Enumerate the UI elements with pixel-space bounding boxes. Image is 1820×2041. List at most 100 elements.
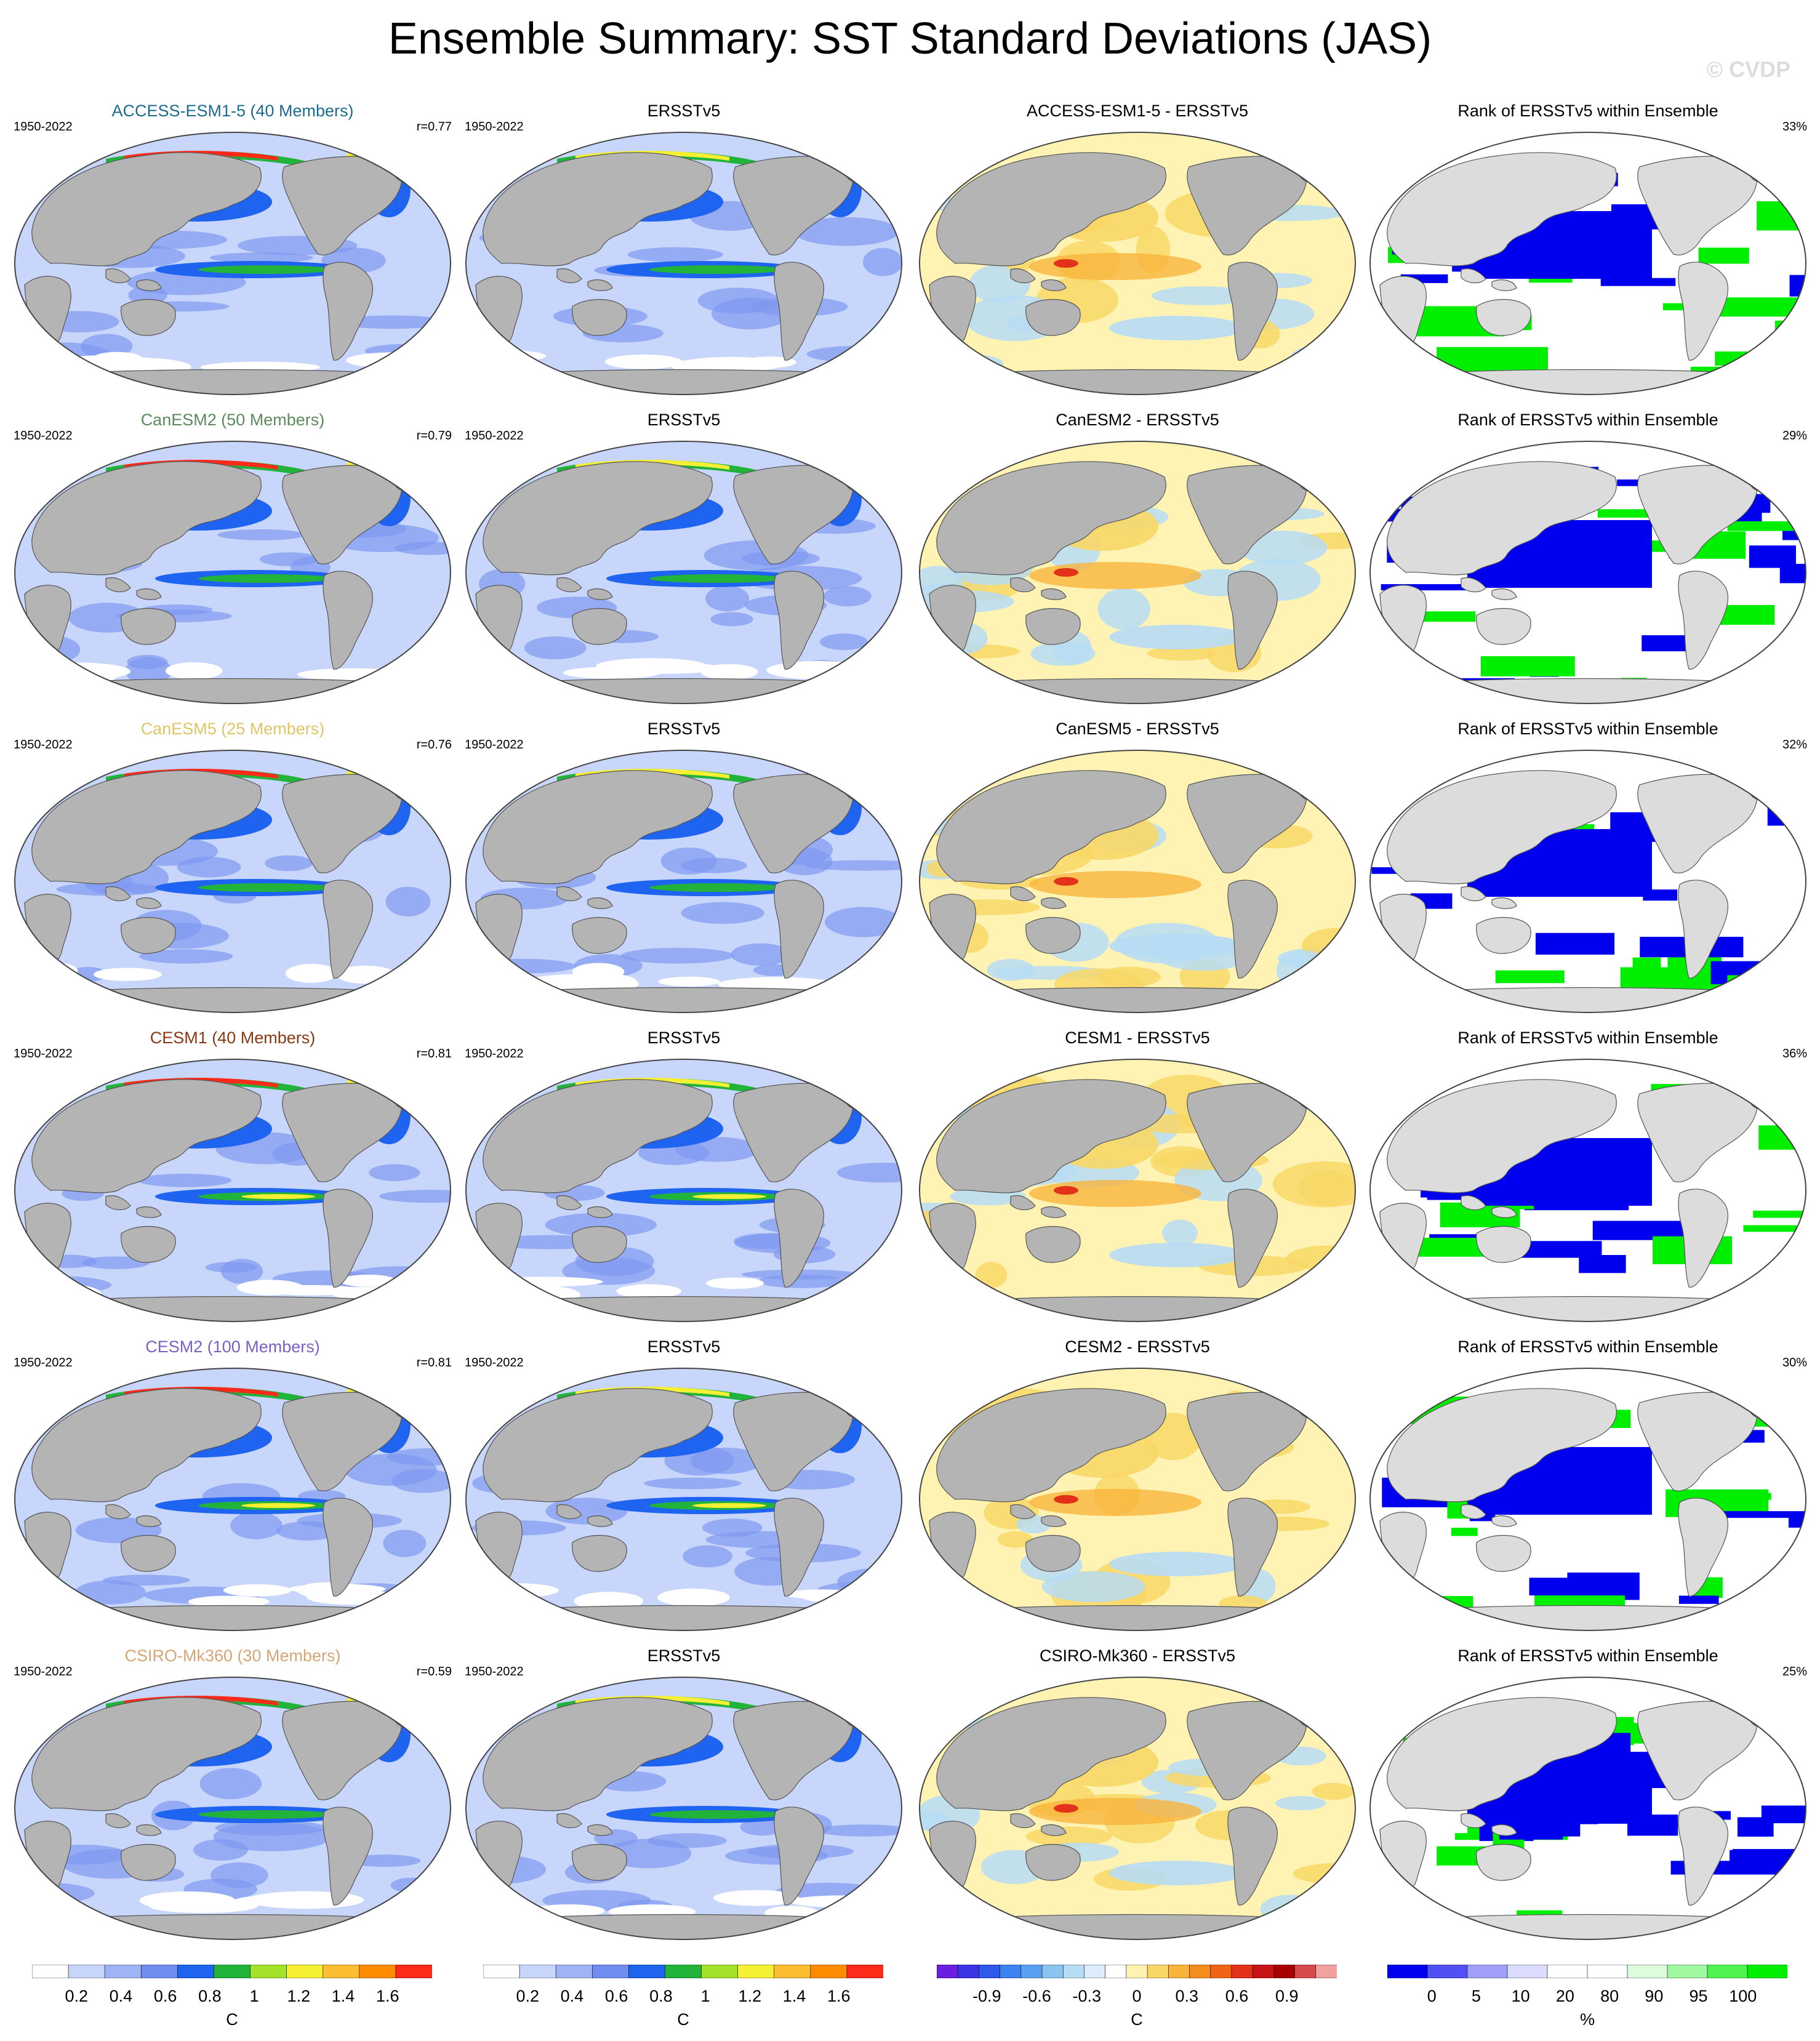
colorbar-unit-label: % bbox=[1579, 2010, 1595, 2029]
colorbar-swatch bbox=[359, 1965, 396, 1978]
panel-rank-row-4: Rank of ERSSTv5 within Ensemble 36% bbox=[1369, 1029, 1807, 1324]
map-obs bbox=[465, 1368, 902, 1631]
colorbar-tick-label: 1.4 bbox=[331, 1987, 355, 2005]
colorbar-swatch bbox=[1315, 1965, 1337, 1978]
rank-percent-label: 29% bbox=[1782, 429, 1807, 443]
colorbar-tick-label: 20 bbox=[1555, 1987, 1574, 2005]
panel-obs-row-5: ERSSTv5 1950-2022 bbox=[465, 1337, 903, 1633]
colorbar-swatch bbox=[177, 1965, 215, 1978]
colorbar-swatch bbox=[1041, 1965, 1064, 1978]
panel-obs-row-1: ERSSTv5 1950-2022 bbox=[465, 102, 903, 397]
colorbar-tick-label: 0.2 bbox=[65, 1987, 88, 2005]
panel-obs-row-6: ERSSTv5 1950-2022 bbox=[465, 1646, 903, 1942]
colorbar-swatch bbox=[1000, 1965, 1022, 1978]
colorbar-tick-label: 1 bbox=[700, 1987, 710, 2005]
map-rank bbox=[1369, 1368, 1806, 1631]
map-diff bbox=[919, 1059, 1356, 1322]
panel-title-obs: ERSSTv5 bbox=[647, 102, 721, 120]
colorbar-swatch bbox=[1189, 1965, 1211, 1978]
colorbar-swatch bbox=[1168, 1965, 1190, 1978]
colorbar-swatch bbox=[1147, 1965, 1169, 1978]
colorbar-swatch bbox=[846, 1965, 883, 1978]
colorbar-tick-label: 10 bbox=[1511, 1987, 1530, 2005]
panel-title-obs: ERSSTv5 bbox=[647, 1337, 721, 1356]
colorbar-swatch bbox=[140, 1965, 178, 1978]
colorbar-swatch bbox=[483, 1965, 520, 1978]
colorbar-swatch bbox=[979, 1965, 1001, 1978]
period-label: 1950-2022 bbox=[465, 1665, 524, 1678]
colorbar-swatch bbox=[1231, 1965, 1253, 1978]
colorbar-tick-label: 0.6 bbox=[604, 1987, 628, 2005]
rank-percent-label: 32% bbox=[1782, 738, 1807, 752]
panel-rank-row-6: Rank of ERSSTv5 within Ensemble 25% bbox=[1369, 1646, 1807, 1942]
colorbar-tick-label: 0.8 bbox=[649, 1987, 673, 2005]
colorbar-tick-label: 1.2 bbox=[287, 1987, 311, 2005]
map-rank bbox=[1369, 1677, 1806, 1940]
panel-title-diff: CanESM2 - ERSSTv5 bbox=[1056, 411, 1219, 429]
colorbar-tick-label: -0.6 bbox=[1022, 1987, 1051, 2005]
colorbar-swatch bbox=[68, 1965, 105, 1978]
colorbar-tick-label: 0.6 bbox=[153, 1987, 177, 2005]
period-label: 1950-2022 bbox=[14, 1047, 73, 1061]
period-label: 1950-2022 bbox=[465, 738, 524, 752]
colorbar-swatch bbox=[1627, 1965, 1668, 1978]
colorbar-1: 0.2 0.4 0.6 0.8 1 1.2 1.4 1.6 C bbox=[32, 1965, 432, 2032]
colorbar-tick-label: 1 bbox=[249, 1987, 259, 2005]
panel-model-row-6: CSIRO-Mk360 (30 Members) 1950-2022 r=0.59 bbox=[14, 1646, 452, 1942]
colorbar-swatch bbox=[628, 1965, 666, 1978]
pattern-correlation-label: r=0.76 bbox=[416, 738, 452, 752]
colorbar-tick-label: 1.2 bbox=[738, 1987, 762, 2005]
colorbar-unit-label: C bbox=[1131, 2010, 1143, 2029]
period-label: 1950-2022 bbox=[465, 429, 524, 443]
panel-obs-row-2: ERSSTv5 1950-2022 bbox=[465, 411, 903, 706]
map-obs bbox=[465, 750, 902, 1013]
colorbar-swatch bbox=[1387, 1965, 1428, 1978]
colorbar-unit-label: C bbox=[677, 2010, 689, 2029]
colorbar-tick-label: 1.6 bbox=[827, 1987, 851, 2005]
panel-title-rank: Rank of ERSSTv5 within Ensemble bbox=[1457, 1646, 1718, 1665]
period-label: 1950-2022 bbox=[465, 1047, 524, 1061]
map-model bbox=[14, 1677, 451, 1940]
map-obs bbox=[465, 132, 902, 395]
panel-diff-row-3: CanESM5 - ERSSTv5 bbox=[918, 720, 1357, 1015]
colorbar-tick-label: 80 bbox=[1600, 1987, 1619, 2005]
period-label: 1950-2022 bbox=[14, 1356, 73, 1369]
panel-rank-row-3: Rank of ERSSTv5 within Ensemble 32% bbox=[1369, 720, 1807, 1015]
panel-title-model: CSIRO-Mk360 (30 Members) bbox=[124, 1646, 341, 1665]
map-model bbox=[14, 1368, 451, 1631]
colorbar-swatch bbox=[737, 1965, 775, 1978]
colorbar-tick-label: 0 bbox=[1427, 1987, 1437, 2005]
period-label: 1950-2022 bbox=[14, 120, 73, 134]
panel-model-row-4: CESM1 (40 Members) 1950-2022 r=0.81 bbox=[14, 1029, 452, 1324]
panel-title-rank: Rank of ERSSTv5 within Ensemble bbox=[1457, 411, 1718, 429]
panel-title-diff: CanESM5 - ERSSTv5 bbox=[1056, 720, 1219, 738]
panel-title-model: CanESM5 (25 Members) bbox=[140, 720, 325, 738]
panel-rank-row-1: Rank of ERSSTv5 within Ensemble 33% bbox=[1369, 102, 1807, 397]
colorbar-swatch bbox=[701, 1965, 739, 1978]
colorbar-tick-label: 0.4 bbox=[560, 1987, 584, 2005]
colorbar-swatch bbox=[1547, 1965, 1588, 1978]
panel-title-model: ACCESS-ESM1-5 (40 Members) bbox=[111, 102, 354, 120]
panel-diff-row-6: CSIRO-Mk360 - ERSSTv5 bbox=[918, 1646, 1357, 1942]
period-label: 1950-2022 bbox=[14, 429, 73, 443]
colorbar-swatch bbox=[957, 1965, 980, 1978]
colorbar-tick-label: 1.6 bbox=[375, 1987, 399, 2005]
colorbar-swatch bbox=[323, 1965, 360, 1978]
rank-percent-label: 30% bbox=[1782, 1356, 1807, 1369]
colorbar-swatch bbox=[1062, 1965, 1085, 1978]
map-obs bbox=[465, 1059, 902, 1322]
colorbar-tick-label: 0 bbox=[1132, 1987, 1142, 2005]
colorbar-swatch bbox=[1084, 1965, 1106, 1978]
panel-model-row-3: CanESM5 (25 Members) 1950-2022 r=0.76 bbox=[14, 720, 452, 1015]
pattern-correlation-label: r=0.81 bbox=[416, 1047, 452, 1061]
cvdp-watermark: © CVDP bbox=[1706, 57, 1790, 82]
pattern-correlation-label: r=0.59 bbox=[416, 1665, 452, 1678]
map-rank bbox=[1369, 441, 1806, 704]
panel-diff-row-2: CanESM2 - ERSSTv5 bbox=[918, 411, 1357, 706]
rank-percent-label: 25% bbox=[1782, 1665, 1807, 1678]
colorbar-unit-label: C bbox=[226, 2010, 238, 2029]
colorbar-tick-label: 1.4 bbox=[782, 1987, 806, 2005]
period-label: 1950-2022 bbox=[465, 120, 524, 134]
colorbar-swatch bbox=[937, 1965, 959, 1978]
pattern-correlation-label: r=0.77 bbox=[416, 120, 452, 134]
